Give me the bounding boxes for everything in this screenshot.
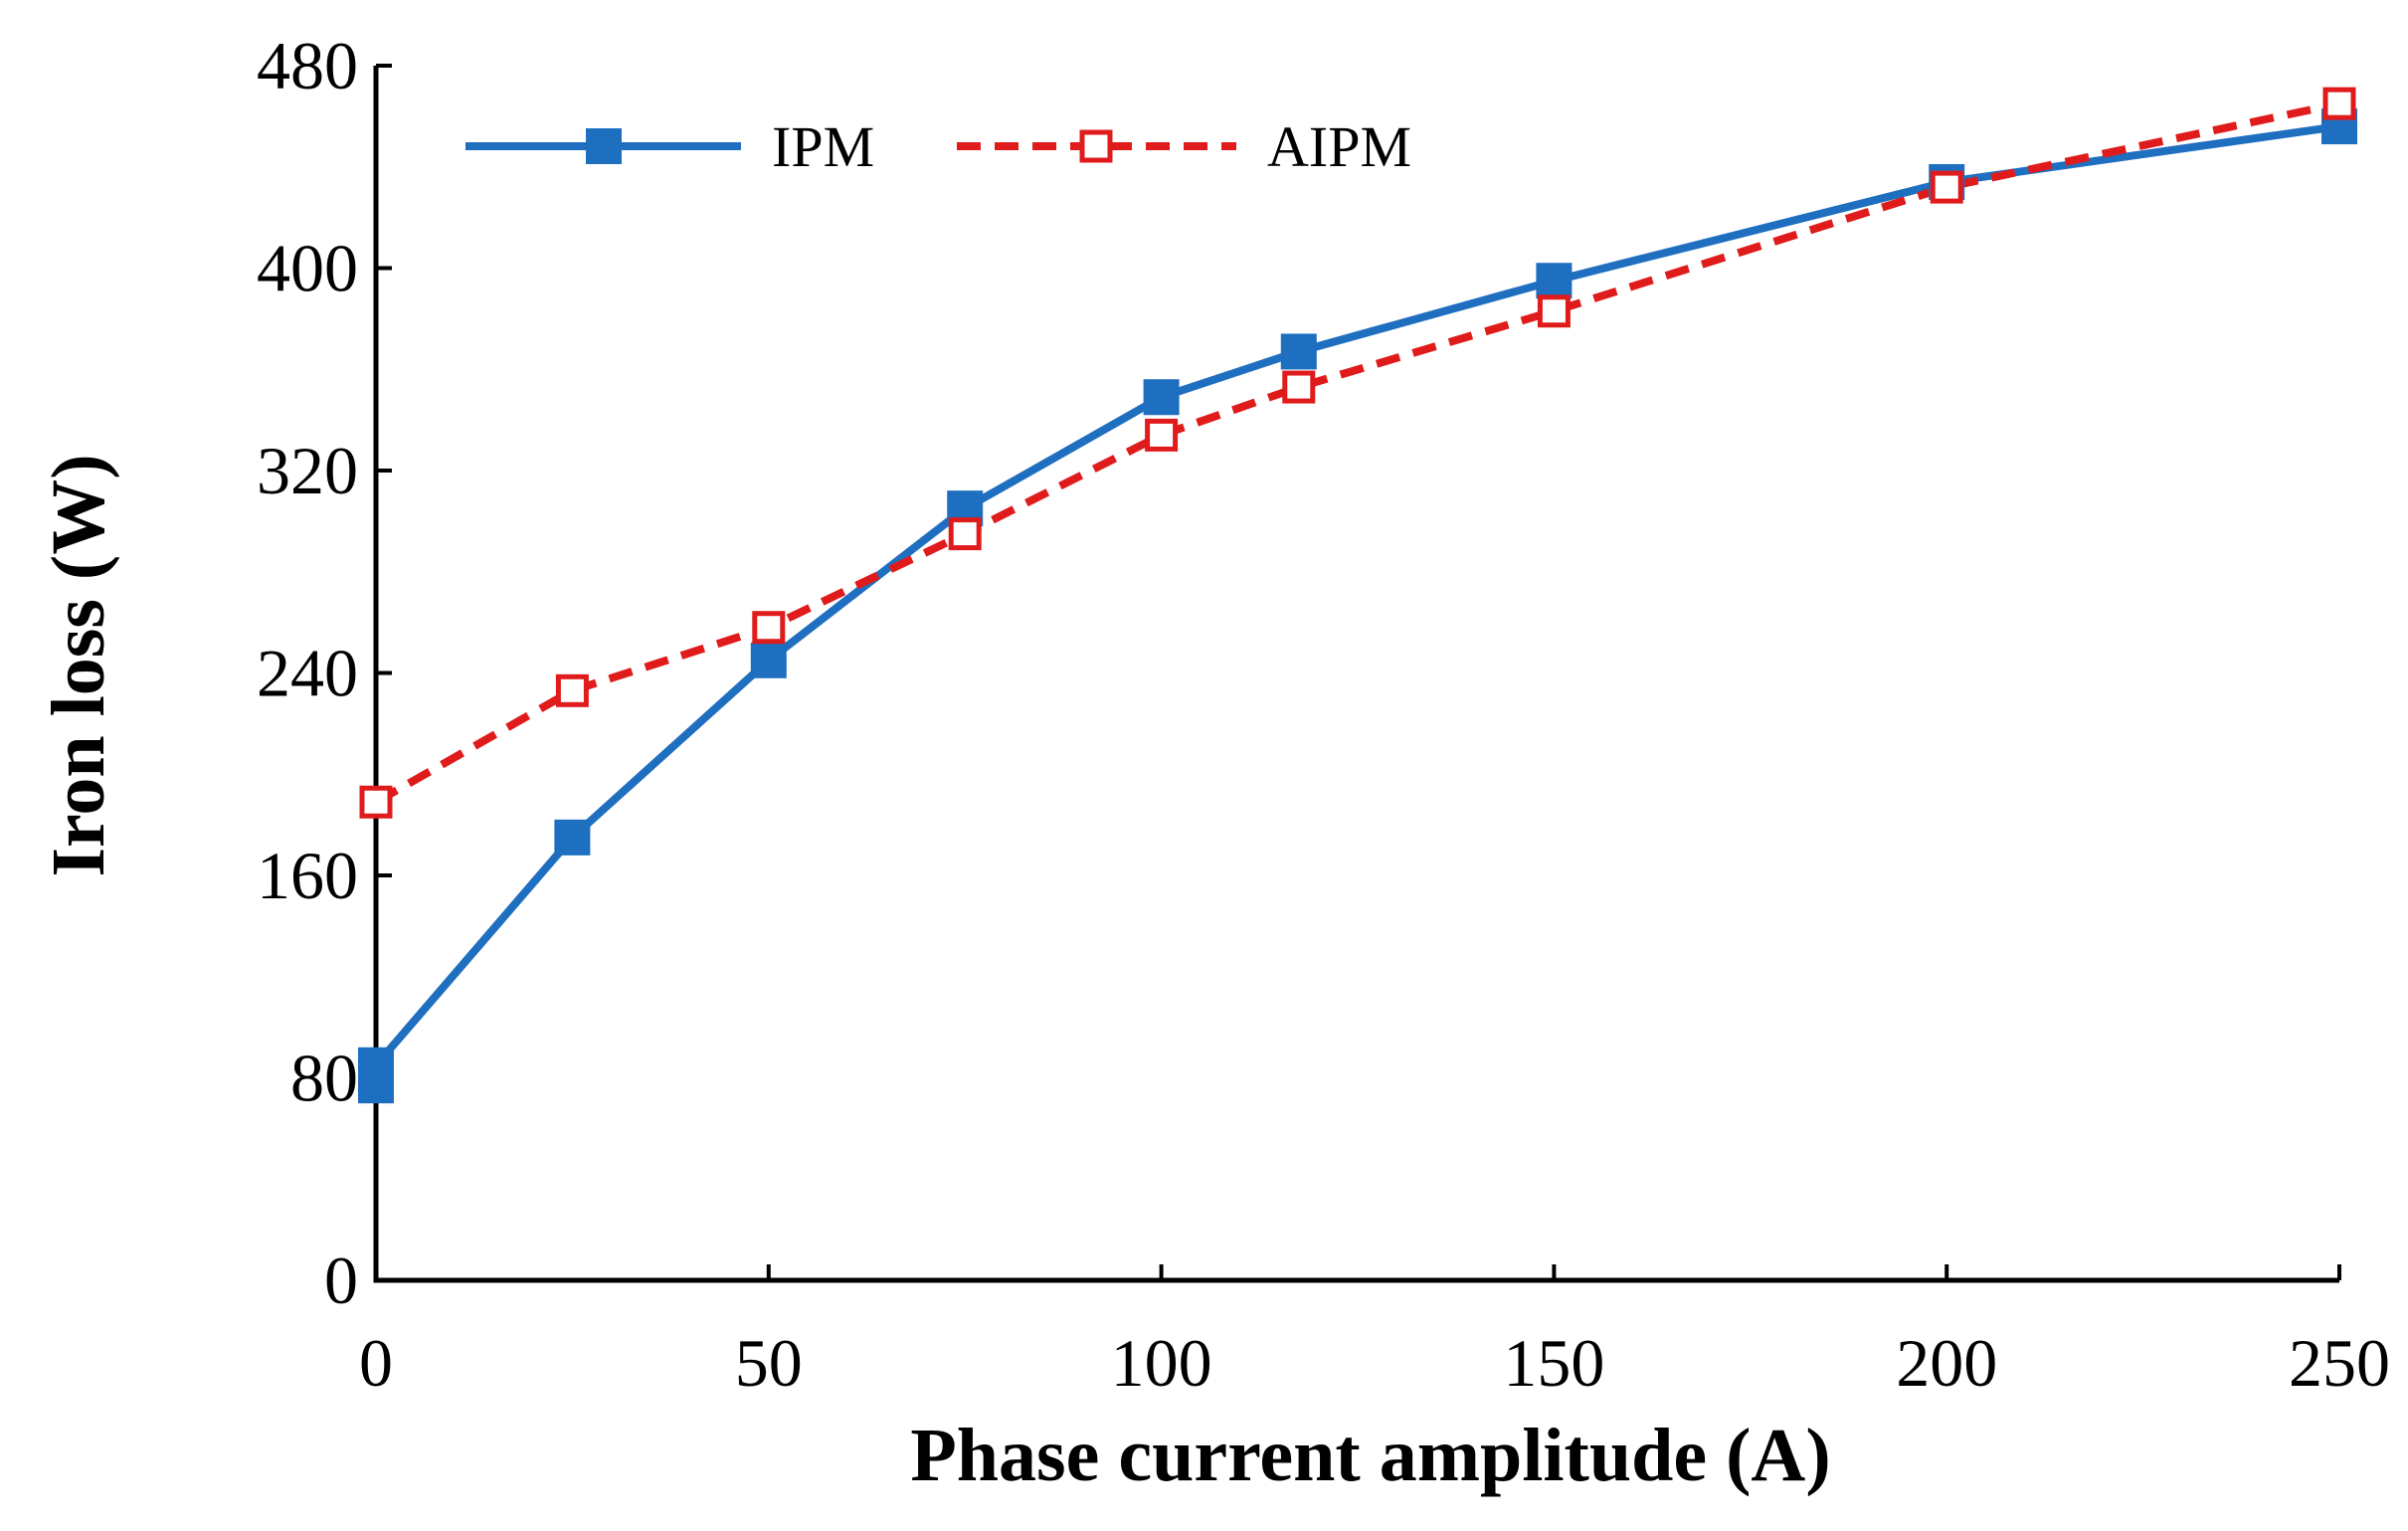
y-tick-label: 160 (257, 838, 358, 913)
x-tick-label: 100 (1111, 1325, 1212, 1401)
x-tick-label: 150 (1503, 1325, 1604, 1401)
aipm-data-point (359, 785, 393, 819)
series-lines (372, 99, 2340, 1086)
x-tick-label: 200 (1896, 1325, 1997, 1401)
x-tick-label: 50 (735, 1325, 803, 1401)
legend: IPM AIPM (465, 114, 1411, 179)
x-axis-title: Phase current amplitude (A) (910, 1414, 1830, 1497)
y-tick-label: 480 (257, 28, 358, 103)
x-axis-ticks: 0 50 100 150 200 250 (359, 1264, 2390, 1401)
aipm-data-point (555, 673, 589, 707)
y-tick-label: 0 (324, 1243, 358, 1318)
y-axis-title: Iron loss (W) (37, 454, 120, 876)
ipm-data-point (1536, 263, 1573, 299)
plot-frame (373, 66, 2339, 1283)
ipm-data-point (554, 819, 591, 856)
ipm-data-point (750, 642, 787, 678)
aipm-data-point (1145, 418, 1179, 452)
legend-aipm-label: AIPM (1267, 114, 1411, 179)
aipm-series-line (374, 99, 2340, 806)
aipm-data-point (752, 611, 786, 645)
y-axis-ticks: 0 80 160 240 320 400 480 (257, 28, 392, 1318)
series-markers (358, 87, 2357, 1104)
x-tick-label: 250 (2289, 1325, 2390, 1401)
y-tick-label: 400 (257, 231, 358, 306)
y-tick-label: 80 (290, 1041, 358, 1116)
ipm-series-line (372, 122, 2340, 1086)
legend-aipm-marker (1079, 129, 1113, 163)
axes-frame (373, 66, 2339, 1283)
y-tick-label: 240 (257, 636, 358, 711)
aipm-data-point (1282, 370, 1316, 404)
aipm-data-point (948, 517, 982, 551)
ipm-data-point (1280, 333, 1317, 370)
legend-ipm-marker (586, 128, 622, 164)
aipm-data-point (1930, 170, 1963, 204)
aipm-data-point (2322, 87, 2356, 120)
y-tick-label: 320 (257, 433, 358, 508)
aipm-data-point (1537, 294, 1571, 328)
legend-ipm-label: IPM (772, 114, 874, 179)
x-tick-label: 0 (359, 1325, 393, 1401)
ipm-data-point (1143, 379, 1180, 416)
ipm-data-point (358, 1047, 394, 1083)
